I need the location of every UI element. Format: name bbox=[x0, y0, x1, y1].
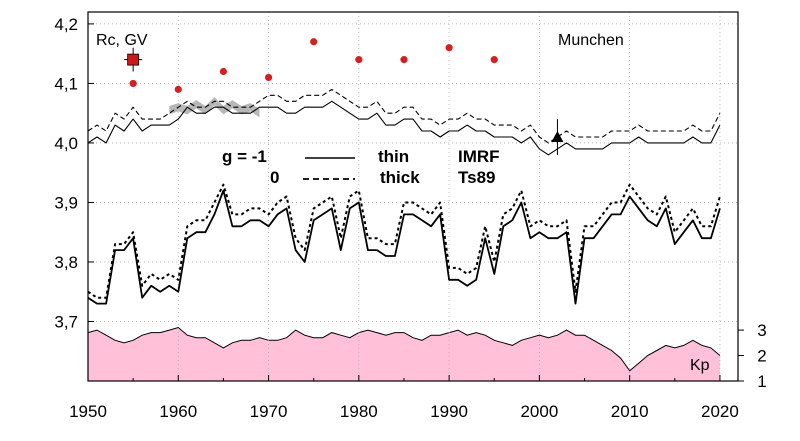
legend-model-row2: Ts89 bbox=[458, 168, 496, 187]
legend: g = -1 thin IMRF 0 thick Ts89 bbox=[222, 147, 500, 187]
x-tick-label: 2000 bbox=[520, 402, 558, 421]
reference-points bbox=[124, 38, 564, 155]
series-line-2 bbox=[87, 189, 721, 305]
data-point bbox=[490, 56, 498, 64]
x-tick-label: 1960 bbox=[159, 402, 197, 421]
legend-g-row1: g = -1 bbox=[222, 147, 267, 166]
series-line-3 bbox=[87, 183, 721, 299]
rigidity-series bbox=[87, 88, 721, 305]
kp-area bbox=[88, 327, 720, 381]
station-label: Munchen bbox=[558, 32, 624, 49]
series-line-1 bbox=[87, 88, 721, 144]
x-tick-label: 2010 bbox=[611, 402, 649, 421]
x-tick-label: 1990 bbox=[430, 402, 468, 421]
data-point bbox=[174, 85, 182, 93]
legend-style-row2: thick bbox=[380, 168, 420, 187]
x-tick-label: 2020 bbox=[701, 402, 739, 421]
kp-label: Kp bbox=[690, 357, 710, 374]
y-tick-label: 4,0 bbox=[54, 134, 78, 153]
kp-tick-label: 3 bbox=[757, 321, 766, 340]
data-point bbox=[445, 44, 453, 52]
series-line-0 bbox=[87, 100, 721, 156]
legend-style-row1: thin bbox=[378, 147, 409, 166]
measured-2002-triangle bbox=[551, 130, 564, 142]
kp-tick-label: 2 bbox=[757, 347, 766, 366]
y-tick-label: 3,7 bbox=[54, 312, 78, 331]
y-tick-label: 4,2 bbox=[54, 15, 78, 34]
legend-g-row2: 0 bbox=[270, 168, 279, 187]
y-tick-label: 3,9 bbox=[54, 193, 78, 212]
data-point bbox=[310, 38, 318, 46]
data-point bbox=[219, 67, 228, 76]
data-point bbox=[400, 56, 408, 64]
x-tick-label: 1970 bbox=[250, 402, 288, 421]
y-tick-label: 4,1 bbox=[54, 74, 78, 93]
plot-frame bbox=[87, 11, 739, 382]
legend-model-row1: IMRF bbox=[458, 147, 500, 166]
data-point bbox=[264, 73, 273, 82]
kp-tick-label: 1 bbox=[757, 372, 766, 391]
gridlines bbox=[87, 12, 738, 381]
data-point bbox=[355, 56, 363, 64]
y-tick-label: 3,8 bbox=[54, 253, 78, 272]
y-axis-label: Rc, GV bbox=[96, 32, 148, 49]
measured-1955-square bbox=[127, 53, 140, 66]
x-tick-label: 1950 bbox=[69, 402, 107, 421]
kp-area-layer bbox=[87, 326, 721, 381]
x-tick-label: 1980 bbox=[340, 402, 378, 421]
kp-line bbox=[87, 326, 721, 372]
data-point bbox=[129, 79, 137, 88]
